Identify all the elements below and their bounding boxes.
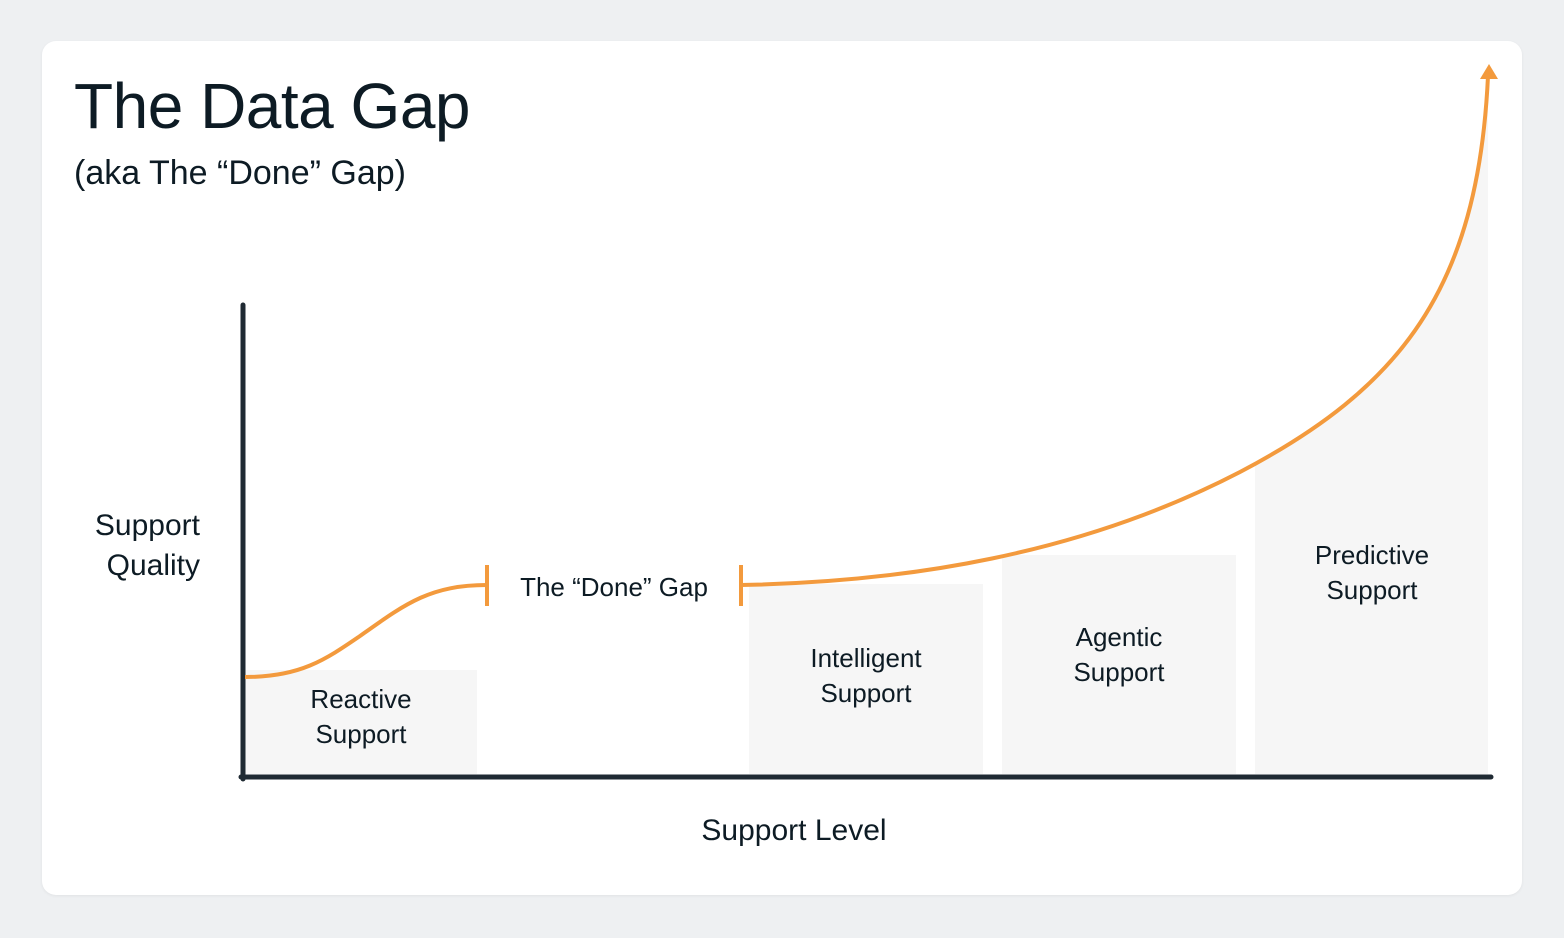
stage-label-agentic: Agentic Support — [1073, 622, 1165, 687]
stage-band-agentic — [1002, 555, 1236, 774]
quality-curve-late — [740, 75, 1490, 587]
stage-label-predictive: Predictive Support — [1314, 540, 1430, 605]
stage-band-intelligent — [749, 584, 983, 774]
stage-band-reactive — [245, 670, 477, 774]
diagram-subtitle: (aka The “Done” Gap) — [74, 154, 406, 192]
stage-band-predictive — [1255, 100, 1488, 774]
curve-arrowhead-icon — [1480, 64, 1498, 79]
diagram-title: The Data Gap — [74, 70, 471, 142]
x-axis-label: Support Level — [701, 814, 887, 847]
y-axis-label: Support Quality — [94, 509, 200, 582]
quality-curve-early — [244, 583, 488, 679]
done-gap-label: The “Done” Gap — [520, 572, 708, 602]
stage-label-reactive: Reactive Support — [310, 684, 412, 749]
stage-label-intelligent: Intelligent Support — [810, 643, 922, 708]
